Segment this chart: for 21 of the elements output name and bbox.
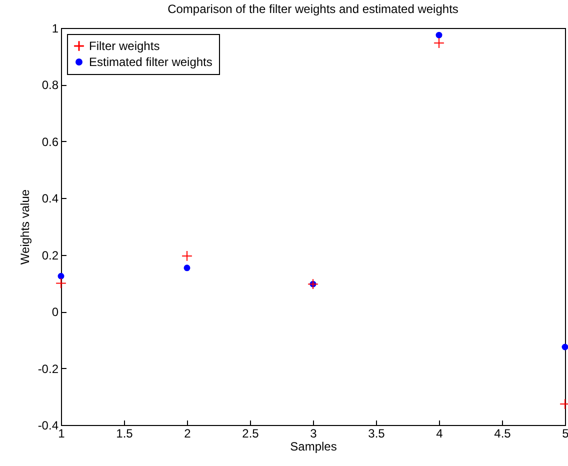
y-tick-label: 1 [52, 22, 59, 36]
y-tick-label: -0.2 [38, 362, 59, 376]
y-tick-label: 0.4 [42, 192, 59, 206]
y-tick-label: 0.8 [42, 78, 59, 92]
x-tick-label: 3.5 [368, 426, 386, 440]
legend-label: Filter weights [89, 39, 160, 53]
y-tick-label: 0 [52, 305, 59, 320]
x-tick-label: 5 [562, 426, 568, 440]
x-tick-label: 3 [310, 426, 318, 440]
legend-label: Estimated filter weights [89, 55, 212, 69]
chart-title: Comparison of the filter weights and estimated weights [168, 2, 458, 16]
y-tick-label: -0.4 [38, 418, 59, 432]
y-axis-title: Weights value [18, 189, 32, 265]
x-axis-title: Samples [290, 440, 337, 454]
x-tick-label: 4.5 [494, 426, 512, 440]
y-tick-label: 0.6 [42, 134, 59, 149]
x-tick-label: 4 [436, 426, 444, 440]
x-tick-label: 1.5 [116, 426, 134, 440]
x-tick-label: 2.5 [242, 426, 260, 440]
x-tick-label: 2 [184, 426, 192, 440]
y-tick-label: 0.2 [42, 248, 59, 262]
